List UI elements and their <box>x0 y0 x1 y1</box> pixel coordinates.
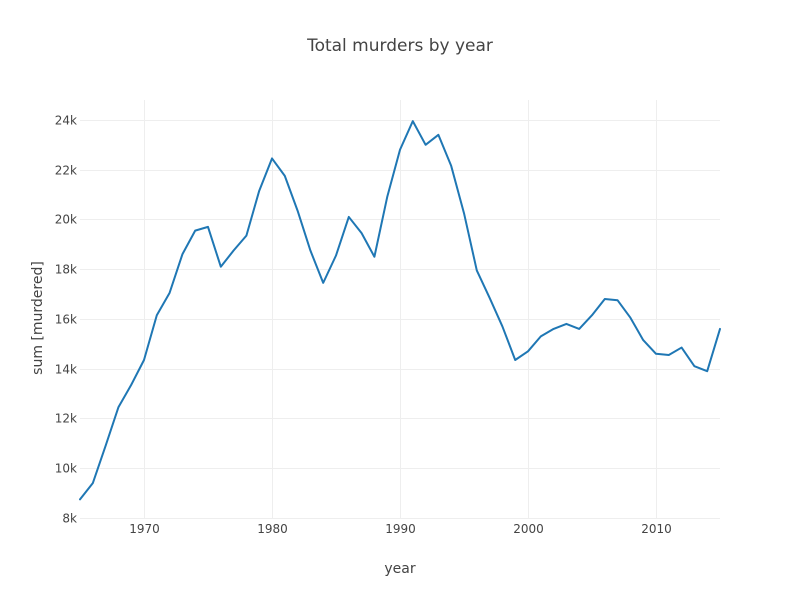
chart-title: Total murders by year <box>306 36 493 56</box>
x-tick-label: 2000 <box>513 522 544 536</box>
y-tick-label: 16k <box>55 313 77 327</box>
gridlines <box>80 100 720 519</box>
x-tick-label: 2010 <box>641 522 672 536</box>
y-tick-label: 24k <box>55 114 77 128</box>
y-tick-label: 14k <box>55 363 77 377</box>
x-axis-label: year <box>384 561 415 577</box>
y-tick-label: 8k <box>62 512 77 526</box>
x-tick-label: 1970 <box>129 522 160 536</box>
y-tick-label: 22k <box>55 164 77 178</box>
x-tick-label: 1980 <box>257 522 288 536</box>
y-tick-label: 18k <box>55 263 77 277</box>
tick-labels: 8k 10k 12k 14k 16k 18k 20k 22k 24k 1970 1980 1990 20… <box>55 114 672 537</box>
series-line-murders <box>79 120 721 501</box>
series-layer <box>79 120 721 501</box>
y-tick-label: 10k <box>55 462 77 476</box>
y-tick-label: 12k <box>55 412 77 426</box>
y-tick-label: 20k <box>55 213 77 227</box>
y-axis-label: sum [murdered] <box>30 261 46 375</box>
x-tick-label: 1990 <box>385 522 416 536</box>
